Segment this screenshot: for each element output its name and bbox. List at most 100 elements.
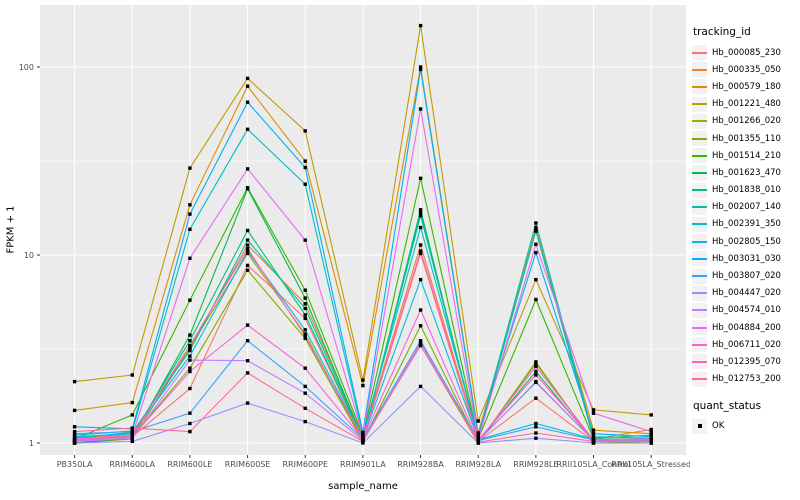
data-point — [245, 401, 250, 405]
data-point — [418, 243, 423, 247]
x-tick-label: RRIM600LE — [167, 460, 212, 469]
legend-item-label: Hb_012395_070 — [712, 356, 781, 367]
data-point — [188, 333, 192, 337]
legend-key-box — [692, 371, 707, 387]
legend-item-Hb_001514_210: Hb_001514_210 — [692, 147, 798, 164]
data-point — [591, 439, 596, 444]
legend-color-line-icon — [692, 292, 707, 295]
data-point — [303, 306, 307, 311]
data-point — [72, 425, 77, 429]
legend-item-Hb_000335_050: Hb_000335_050 — [692, 61, 798, 78]
legend-item-label: Hb_003031_030 — [712, 253, 781, 264]
data-point — [303, 165, 307, 170]
data-point — [245, 247, 250, 251]
legend-key-box — [692, 199, 707, 215]
data-point — [534, 225, 538, 230]
data-point — [361, 378, 365, 382]
data-point — [303, 366, 307, 370]
data-point — [418, 107, 423, 111]
data-point — [534, 250, 538, 255]
legend-item-label: Hb_006711_020 — [712, 339, 781, 350]
y-tick-label: 1 — [29, 439, 34, 448]
data-point — [303, 302, 307, 306]
legend-item-Hb_006711_020: Hb_006711_020 — [692, 336, 798, 353]
legend-color-line-icon — [692, 326, 707, 329]
data-point — [245, 268, 250, 272]
legend-key-box — [692, 96, 707, 112]
data-point — [534, 436, 538, 440]
data-point — [245, 249, 250, 253]
legend-key-box — [692, 131, 707, 147]
legend-item-label: Hb_004884_200 — [712, 322, 781, 333]
data-point — [361, 433, 365, 437]
legend-color-line-icon — [692, 257, 707, 260]
data-point — [649, 429, 653, 434]
data-point — [591, 428, 596, 432]
data-point — [303, 334, 307, 338]
legend-key-box — [692, 165, 707, 181]
data-point — [303, 313, 307, 317]
data-point — [303, 129, 307, 133]
legend-color-line-icon — [692, 85, 707, 88]
data-point — [188, 343, 192, 348]
data-point — [188, 348, 192, 353]
legend-key-box — [692, 234, 707, 250]
legend-item-Hb_012753_200: Hb_012753_200 — [692, 371, 798, 388]
legend-tracking-items: Hb_000085_230 Hb_000335_050 Hb_000579_180 H… — [692, 44, 798, 388]
data-point — [303, 288, 307, 292]
data-point — [534, 379, 538, 384]
legend-color-line-icon — [692, 68, 707, 71]
data-point — [534, 277, 538, 282]
legend-key-box — [692, 337, 707, 353]
data-point — [418, 213, 423, 218]
data-point — [534, 221, 538, 225]
legend-quant-section: quant_status OK — [692, 400, 798, 435]
legend-item-label: Hb_000085_230 — [712, 47, 781, 58]
legend-item-label: Hb_001514_210 — [712, 150, 781, 161]
x-tick-label: RRII105LA_Stressed — [611, 460, 690, 469]
legend-item-Hb_003031_030: Hb_003031_030 — [692, 250, 798, 267]
legend-key-box — [692, 251, 707, 267]
data-point — [649, 427, 653, 432]
data-point — [72, 438, 77, 442]
x-tick-label: RRIM901LA — [340, 460, 386, 469]
data-point — [303, 159, 307, 163]
legend-color-line-icon — [692, 171, 707, 174]
legend-item-label: Hb_001623_470 — [712, 167, 781, 178]
data-point — [534, 431, 538, 435]
data-point — [245, 359, 250, 363]
data-point — [245, 76, 250, 81]
data-point — [476, 431, 480, 435]
black-square-point-icon — [697, 424, 702, 429]
data-point — [303, 296, 307, 300]
data-point — [303, 406, 307, 410]
data-point — [72, 379, 77, 384]
data-point — [188, 366, 192, 370]
data-point — [534, 229, 538, 233]
legend-item-ok: OK — [692, 418, 798, 435]
data-point — [534, 421, 538, 426]
legend-color-line-icon — [692, 223, 707, 226]
legend-item-Hb_012395_070: Hb_012395_070 — [692, 353, 798, 370]
legend-key-box — [692, 285, 707, 301]
data-point — [130, 439, 134, 444]
data-point — [245, 228, 250, 233]
data-point — [534, 425, 538, 429]
data-point — [418, 341, 423, 345]
legend-item-label: Hb_001838_010 — [712, 185, 781, 196]
data-point — [245, 323, 250, 327]
data-point — [418, 67, 423, 72]
data-point — [591, 411, 596, 415]
data-point — [534, 361, 538, 366]
data-point — [188, 354, 192, 358]
legend-key-box — [692, 182, 707, 198]
y-axis-title: FPKM + 1 — [5, 205, 17, 254]
legend-item-label: Hb_002805_150 — [712, 236, 781, 247]
data-point — [534, 396, 538, 400]
legend-item-Hb_001221_480: Hb_001221_480 — [692, 96, 798, 113]
data-point — [188, 166, 192, 170]
data-point — [418, 225, 423, 230]
legend-item-label: Hb_003807_020 — [712, 271, 781, 282]
data-point — [130, 373, 134, 377]
